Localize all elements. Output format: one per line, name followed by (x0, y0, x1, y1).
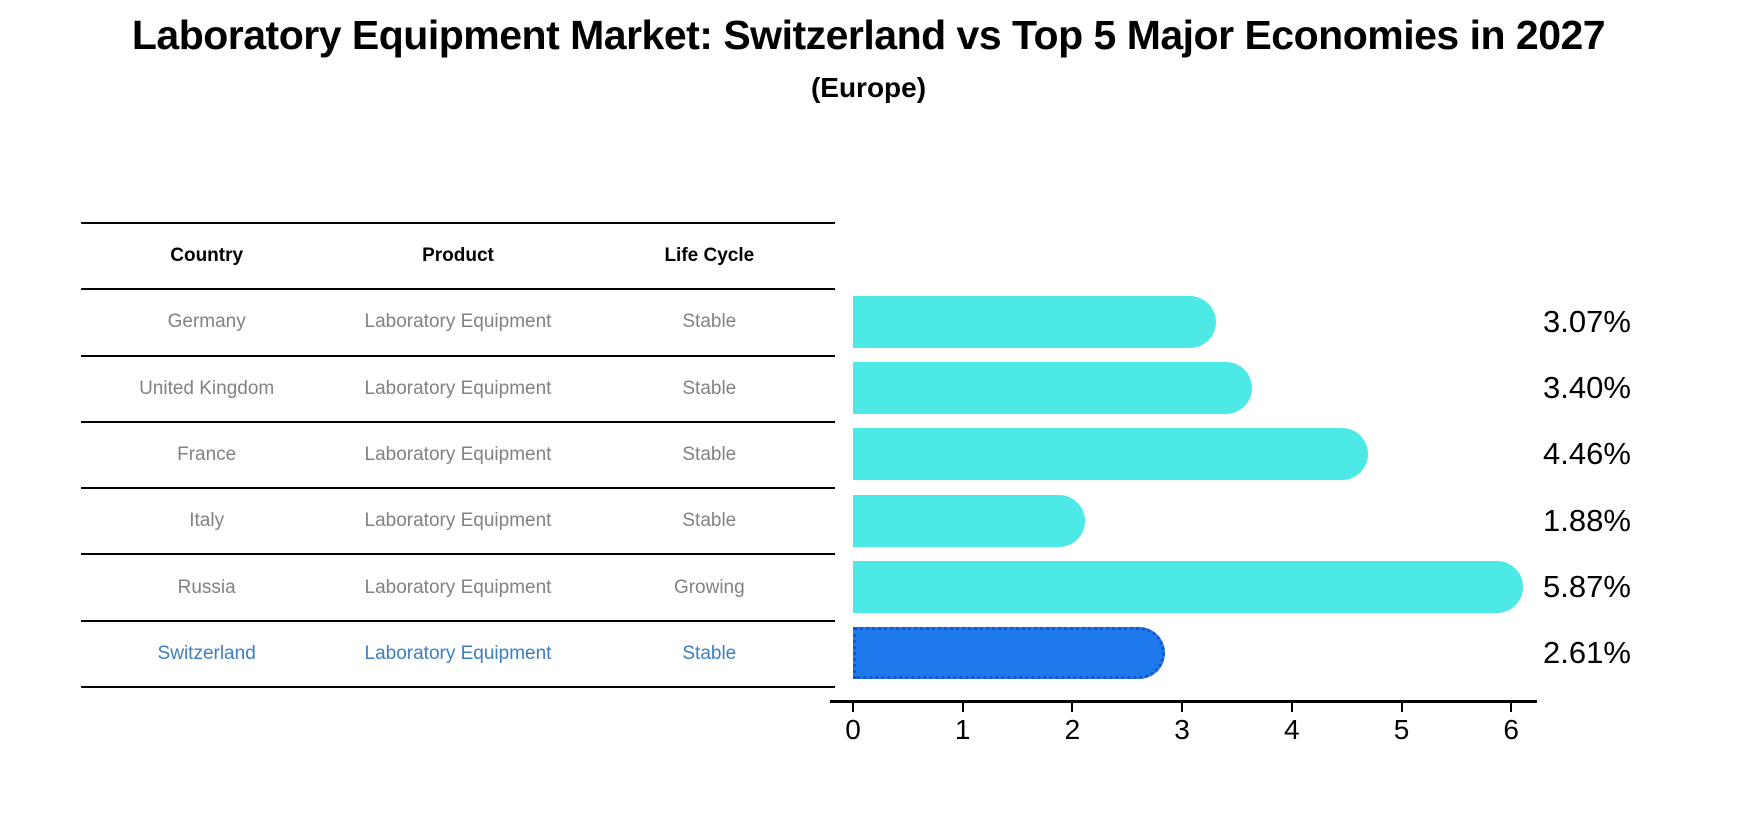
country-cell: Germany (167, 311, 246, 333)
table-row-switzerland: Switzerland Laboratory Equipment Stable (81, 622, 835, 689)
bar-germany (853, 295, 1216, 348)
value-label-france: 4.46% (1543, 436, 1631, 472)
page-subtitle: (Europe) (810, 72, 927, 103)
product-cell: Laboratory Equipment (364, 642, 552, 664)
product-cell: Laboratory Equipment (364, 510, 552, 532)
value-label-russia: 5.87% (1543, 568, 1631, 604)
table-header-row: Country Product Life Cycle (81, 224, 835, 291)
table-row-germany: Germany Laboratory Equipment Stable (81, 290, 835, 357)
value-label-italy: 1.88% (1543, 502, 1631, 538)
life-cycle-cell: Stable (682, 510, 737, 532)
page-title: Laboratory Equipment Market: Switzerland… (131, 12, 1606, 58)
x-axis-tick (961, 703, 964, 712)
product-cell: Laboratory Equipment (364, 576, 552, 598)
country-cell: Italy (189, 510, 225, 532)
column-header-country: Country (170, 245, 244, 267)
x-axis-tick (1510, 703, 1513, 712)
life-cycle-cell: Stable (682, 311, 737, 333)
value-label-united-kingdom: 3.40% (1543, 370, 1631, 406)
bar-russia (853, 560, 1523, 613)
table-row-italy: Italy Laboratory Equipment Stable (81, 489, 835, 556)
country-cell: France (177, 444, 237, 466)
column-header-product: Product (422, 245, 494, 267)
value-label-germany: 3.07% (1543, 303, 1631, 339)
bar-italy (853, 494, 1086, 547)
bar-united-kingdom (853, 362, 1252, 415)
table-row-united-kingdom: United Kingdom Laboratory Equipment Stab… (81, 357, 835, 423)
x-axis-tick (1290, 703, 1293, 712)
life-cycle-cell: Stable (682, 377, 737, 399)
life-cycle-cell: Growing (673, 576, 745, 598)
x-axis-tick-label: 1 (954, 714, 971, 745)
country-cell: United Kingdom (139, 377, 275, 399)
column-header-life-cycle: Life Cycle (664, 245, 755, 267)
x-axis-tick-label: 4 (1284, 714, 1300, 745)
bar-switzerland (853, 627, 1166, 680)
x-axis-tick (1400, 703, 1403, 712)
value-label-switzerland: 2.61% (1543, 635, 1631, 671)
country-cell: Switzerland (157, 642, 256, 664)
table-row-russia: Russia Laboratory Equipment Growing (81, 555, 835, 622)
x-axis-tick-label: 5 (1393, 714, 1410, 745)
x-axis-tick-label: 6 (1503, 714, 1519, 745)
x-axis-tick-label: 3 (1174, 714, 1190, 745)
x-axis-tick (852, 703, 854, 712)
x-axis-tick-label: 2 (1064, 714, 1081, 745)
product-cell: Laboratory Equipment (364, 444, 552, 466)
x-axis-tick-label: 0 (845, 714, 861, 745)
x-axis-line (830, 700, 1537, 703)
bar-france (853, 428, 1369, 481)
country-cell: Russia (177, 576, 236, 598)
life-cycle-cell: Stable (682, 642, 737, 664)
data-table: Country Product Life Cycle Germany Labor… (81, 222, 835, 689)
product-cell: Laboratory Equipment (364, 311, 552, 333)
x-axis-tick (1181, 703, 1184, 712)
table-row-france: France Laboratory Equipment Stable (81, 423, 835, 490)
x-axis-tick (1071, 703, 1074, 712)
life-cycle-cell: Stable (682, 444, 737, 466)
product-cell: Laboratory Equipment (364, 377, 552, 399)
